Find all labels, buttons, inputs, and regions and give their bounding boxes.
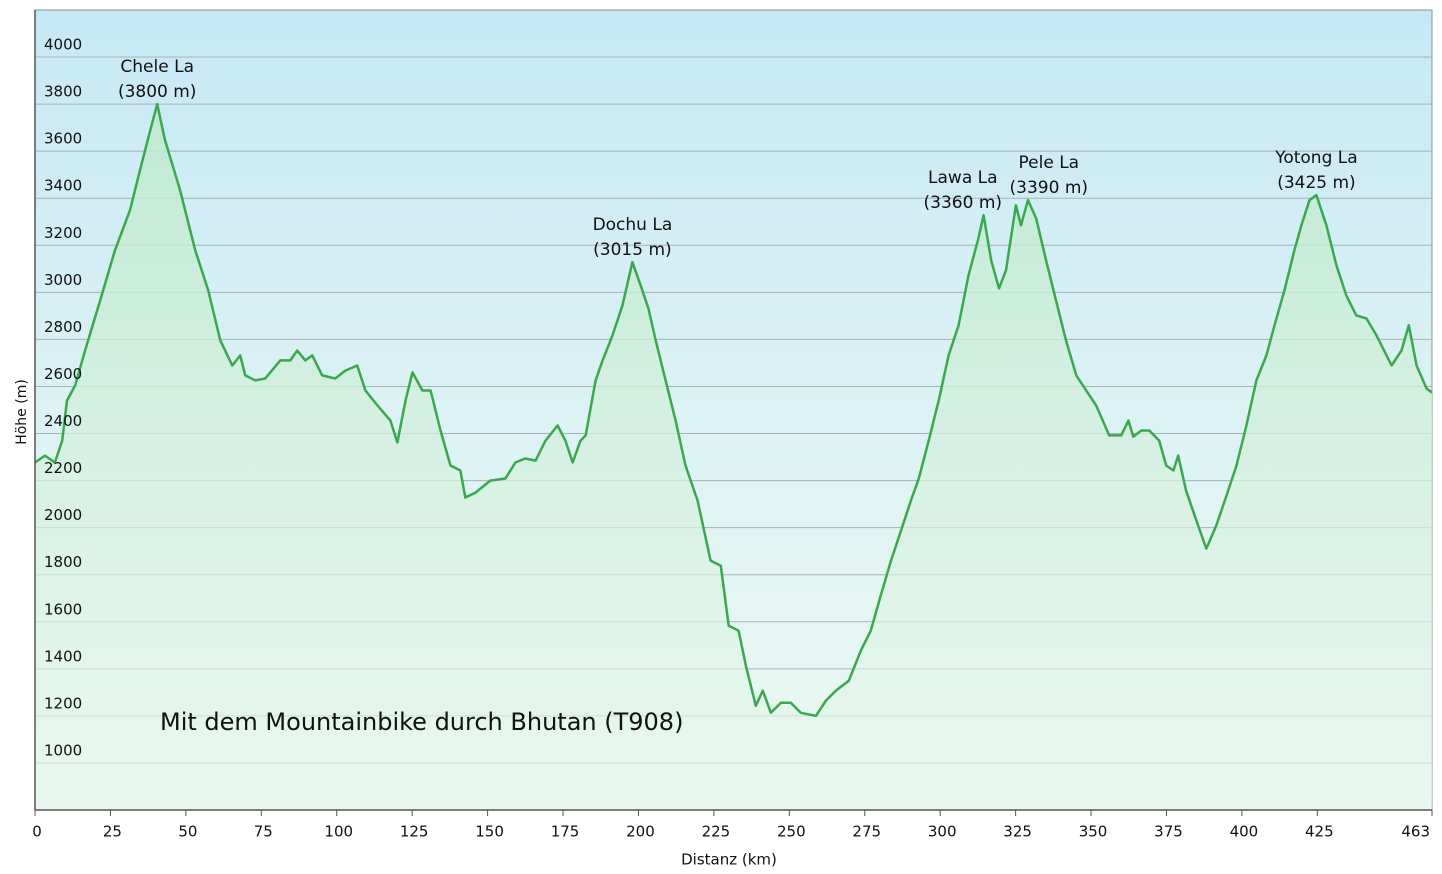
x-tick-label: 275 <box>852 823 881 841</box>
elevation-line <box>34 102 1433 718</box>
x-tick-label: 350 <box>1079 823 1108 841</box>
x-tick-label: 0 <box>32 823 42 841</box>
x-tick-label: 425 <box>1305 823 1334 841</box>
marks <box>34 102 1433 811</box>
peak-label: Pele La <box>1019 153 1080 173</box>
peak-label: Dochu La <box>593 215 673 235</box>
y-tick-label: 1000 <box>44 741 82 759</box>
x-tick-label: 100 <box>324 823 353 841</box>
peak-label: Chele La <box>120 57 194 77</box>
peak-label: (3425 m) <box>1277 173 1356 193</box>
peak-label: Lawa La <box>928 168 998 188</box>
y-axis-label: Höhe (m) <box>14 379 30 445</box>
y-tick-label: 1200 <box>44 694 82 712</box>
x-tick-label: 250 <box>777 823 806 841</box>
y-tick-label: 4000 <box>44 36 82 54</box>
y-tick-label: 1600 <box>44 600 82 618</box>
x-tick-label: 200 <box>626 823 655 841</box>
y-tick-label: 3000 <box>44 271 82 289</box>
y-tick-label: 2400 <box>44 412 82 430</box>
peak-label: (3800 m) <box>118 82 197 102</box>
y-tick-label: 1400 <box>44 647 82 665</box>
y-tick-label: 1800 <box>44 553 82 571</box>
x-tick-label: 25 <box>103 823 122 841</box>
y-tick-label: 3800 <box>44 83 82 101</box>
peak-label: (3015 m) <box>593 240 672 260</box>
y-tick-label: 3400 <box>44 177 82 195</box>
x-tick-label: 463 <box>1401 823 1430 841</box>
area <box>35 104 1432 811</box>
y-tick-label: 2000 <box>44 506 82 524</box>
x-tick-label: 75 <box>254 823 273 841</box>
x-tick-label: 375 <box>1154 823 1183 841</box>
y-tick-label: 2800 <box>44 318 82 336</box>
x-axis-label: Distanz (km) <box>681 851 777 869</box>
x-tick-label: 325 <box>1003 823 1032 841</box>
y-tick-label: 2200 <box>44 459 82 477</box>
peak-label: Yotong La <box>1274 148 1357 168</box>
peak-label: (3360 m) <box>924 193 1003 213</box>
x-tick-label: 50 <box>178 823 197 841</box>
labels: 1000120014001600180020002200240026002800… <box>32 36 1430 841</box>
y-tick-label: 3200 <box>44 224 82 242</box>
y-tick-label: 2600 <box>44 365 82 383</box>
y-tick-label: 3600 <box>44 130 82 148</box>
peak-label: (3390 m) <box>1010 178 1089 198</box>
x-tick-label: 150 <box>475 823 504 841</box>
x-tick-label: 225 <box>702 823 731 841</box>
x-tick-label: 300 <box>928 823 957 841</box>
x-tick-label: 125 <box>400 823 429 841</box>
x-tick-label: 175 <box>551 823 580 841</box>
x-tick-label: 400 <box>1230 823 1259 841</box>
chart-title: Mit dem Mountainbike durch Bhutan (T908) <box>160 708 683 736</box>
